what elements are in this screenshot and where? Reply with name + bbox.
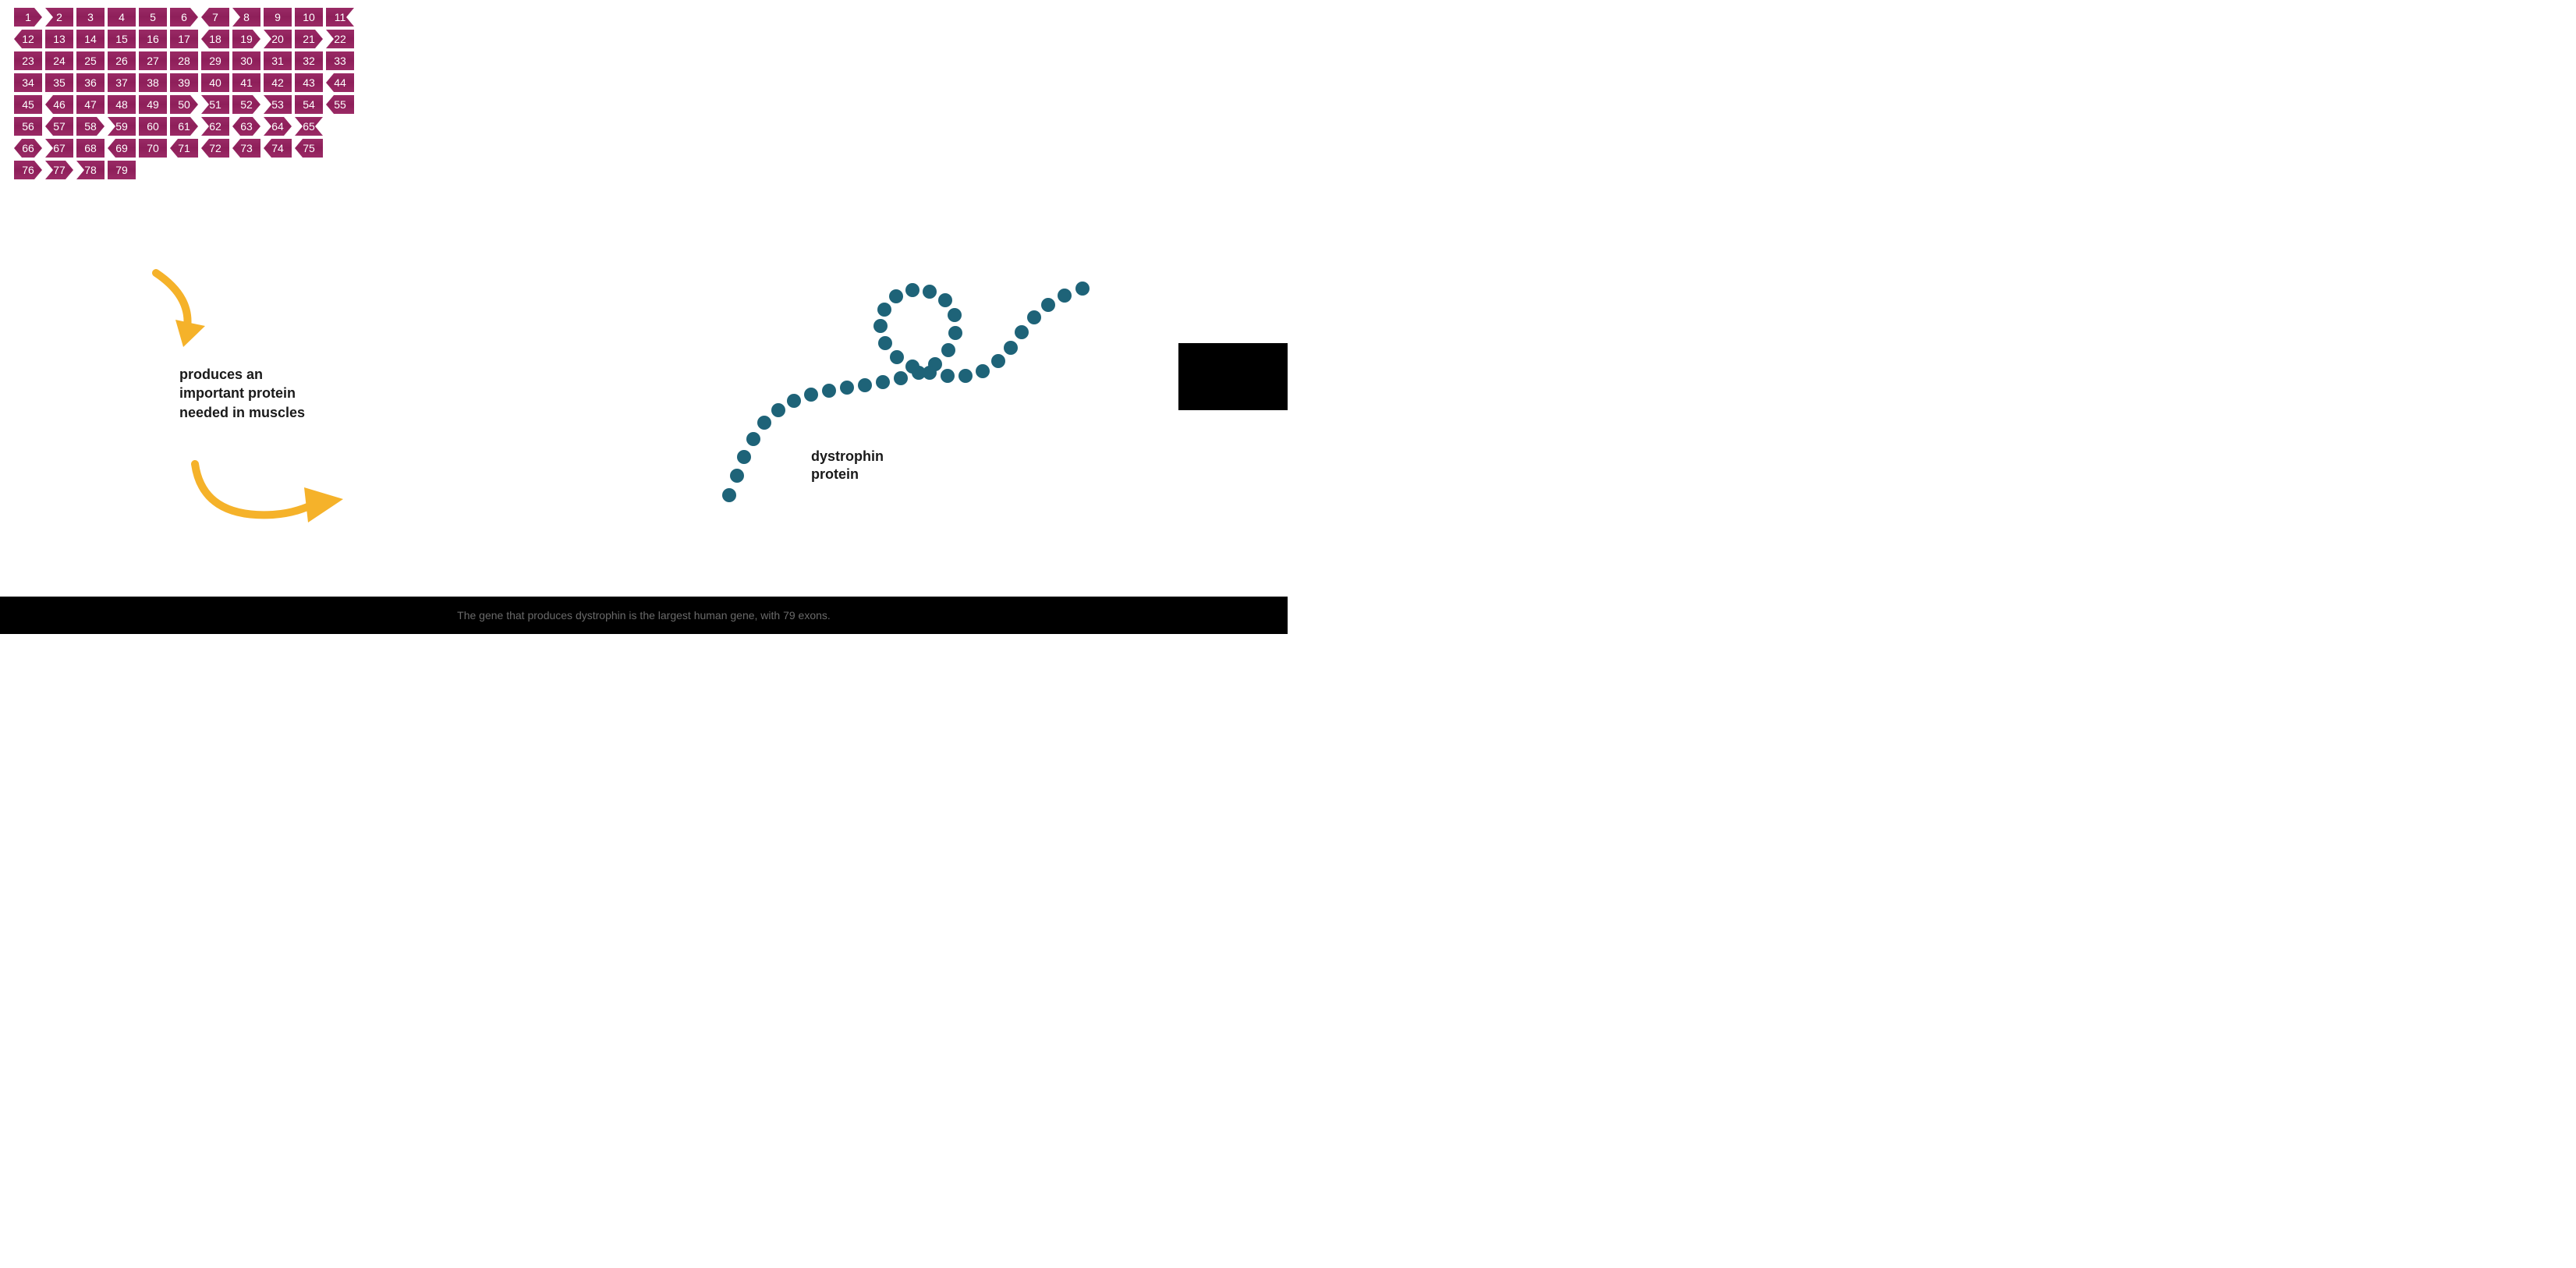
exon-66: 66	[14, 139, 42, 158]
exon-60: 60	[139, 117, 167, 136]
exon-7: 7	[201, 8, 229, 27]
exon-73: 73	[232, 139, 260, 158]
exon-53: 53	[264, 95, 292, 114]
exon-41: 41	[232, 73, 260, 92]
exon-10: 10	[295, 8, 323, 27]
exon-44: 44	[326, 73, 354, 92]
exon-22: 22	[326, 30, 354, 48]
exon-18: 18	[201, 30, 229, 48]
exon-32: 32	[295, 51, 323, 70]
exon-71: 71	[170, 139, 198, 158]
dystrophin-protein-chain	[359, 0, 1139, 565]
exon-67: 67	[45, 139, 73, 158]
exon-72: 72	[201, 139, 229, 158]
exon-27: 27	[139, 51, 167, 70]
caption-text: produces animportant proteinneeded in mu…	[179, 367, 305, 420]
exon-6: 6	[170, 8, 198, 27]
footer-bar: The gene that produces dystrophin is the…	[0, 597, 1288, 634]
exon-55: 55	[326, 95, 354, 114]
exon-33: 33	[326, 51, 354, 70]
exon-69: 69	[108, 139, 136, 158]
exon-5: 5	[139, 8, 167, 27]
exon-37: 37	[108, 73, 136, 92]
exon-13: 13	[45, 30, 73, 48]
exon-49: 49	[139, 95, 167, 114]
exon-35: 35	[45, 73, 73, 92]
caption-produces-protein: produces animportant proteinneeded in mu…	[179, 365, 305, 422]
exon-76: 76	[14, 161, 42, 179]
exon-28: 28	[170, 51, 198, 70]
right-black-block	[1178, 343, 1288, 410]
exon-3: 3	[76, 8, 105, 27]
exon-40: 40	[201, 73, 229, 92]
exon-75: 75	[295, 139, 323, 158]
exon-58: 58	[76, 117, 105, 136]
exon-42: 42	[264, 73, 292, 92]
exon-78: 78	[76, 161, 105, 179]
exon-52: 52	[232, 95, 260, 114]
dystrophin-protein-label: dystrophinprotein	[811, 448, 884, 484]
exon-48: 48	[108, 95, 136, 114]
exon-14: 14	[76, 30, 105, 48]
exon-39: 39	[170, 73, 198, 92]
arrow-caption-to-protein	[179, 448, 351, 542]
exon-62: 62	[201, 117, 229, 136]
exon-29: 29	[201, 51, 229, 70]
exon-15: 15	[108, 30, 136, 48]
exon-51: 51	[201, 95, 229, 114]
exon-56: 56	[14, 117, 42, 136]
exon-24: 24	[45, 51, 73, 70]
exon-20: 20	[264, 30, 292, 48]
exon-45: 45	[14, 95, 42, 114]
exon-54: 54	[295, 95, 323, 114]
exon-30: 30	[232, 51, 260, 70]
exon-65: 65	[295, 117, 323, 136]
exon-11: 11	[326, 8, 354, 27]
exon-79: 79	[108, 161, 136, 179]
exon-21: 21	[295, 30, 323, 48]
exon-31: 31	[264, 51, 292, 70]
exon-2: 2	[45, 8, 73, 27]
exon-grid: 1234567891011121314151617181920212223242…	[14, 8, 357, 182]
exon-47: 47	[76, 95, 105, 114]
protein-label-text: dystrophinprotein	[811, 448, 884, 482]
exon-1: 1	[14, 8, 42, 27]
arrow-gene-to-caption	[144, 265, 214, 351]
exon-57: 57	[45, 117, 73, 136]
exon-77: 77	[45, 161, 73, 179]
exon-43: 43	[295, 73, 323, 92]
exon-9: 9	[264, 8, 292, 27]
exon-50: 50	[170, 95, 198, 114]
diagram-stage: 1234567891011121314151617181920212223242…	[0, 0, 1288, 634]
exon-34: 34	[14, 73, 42, 92]
exon-61: 61	[170, 117, 198, 136]
exon-17: 17	[170, 30, 198, 48]
exon-25: 25	[76, 51, 105, 70]
exon-46: 46	[45, 95, 73, 114]
exon-38: 38	[139, 73, 167, 92]
footer-text: The gene that produces dystrophin is the…	[457, 609, 831, 622]
exon-64: 64	[264, 117, 292, 136]
exon-59: 59	[108, 117, 136, 136]
exon-70: 70	[139, 139, 167, 158]
exon-16: 16	[139, 30, 167, 48]
exon-12: 12	[14, 30, 42, 48]
exon-8: 8	[232, 8, 260, 27]
exon-36: 36	[76, 73, 105, 92]
exon-19: 19	[232, 30, 260, 48]
exon-63: 63	[232, 117, 260, 136]
exon-23: 23	[14, 51, 42, 70]
exon-74: 74	[264, 139, 292, 158]
exon-68: 68	[76, 139, 105, 158]
exon-26: 26	[108, 51, 136, 70]
exon-4: 4	[108, 8, 136, 27]
